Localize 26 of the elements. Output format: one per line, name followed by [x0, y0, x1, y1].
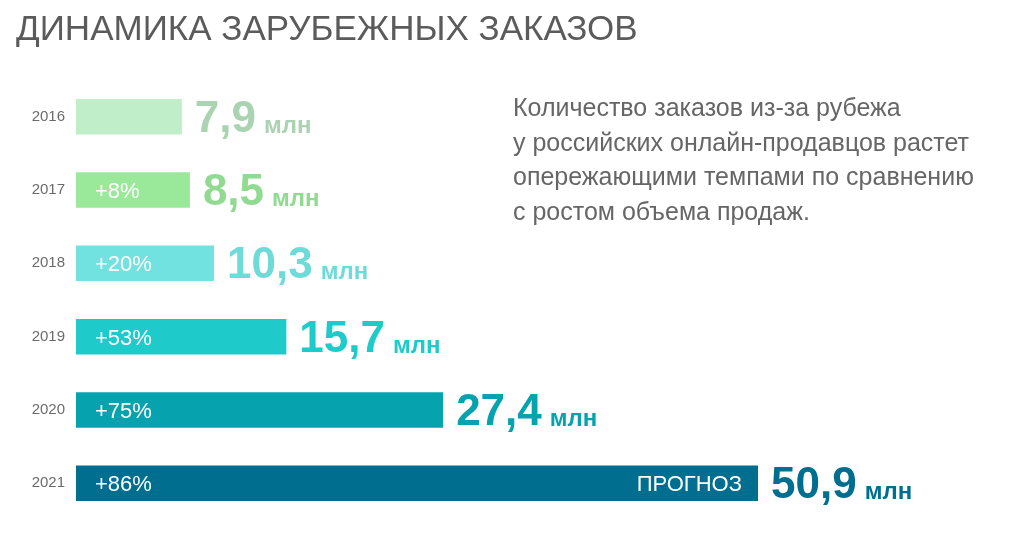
bar: [76, 318, 287, 355]
annotation: +20%: [95, 251, 152, 277]
y-tick-label: 2016: [31, 106, 65, 124]
annotation: ПРОГНОЗ: [636, 471, 742, 497]
bar: [76, 172, 190, 208]
y-tick-label: 2019: [31, 326, 65, 344]
y-tick-label: 2018: [31, 253, 65, 271]
annotation: +53%: [95, 324, 152, 350]
bar: [76, 245, 215, 282]
data-label: 15,7 млн: [299, 311, 441, 361]
data-label: 27,4 млн: [456, 385, 598, 434]
annotation: +75%: [95, 398, 152, 423]
data-label: 8,5 млн: [202, 165, 320, 214]
annotation: +86%: [95, 471, 152, 497]
data-label: 10,3 млн: [227, 238, 369, 288]
y-tick-label: 2020: [31, 400, 65, 418]
annotation: Количество заказов из-за рубежа у российских онлайн-продавцов растет опережающими темпами по сравнению с ростом объема продаж.: [513, 92, 975, 227]
y-tick-label: 2017: [31, 180, 65, 198]
data-label: 7,9 млн: [194, 91, 312, 141]
data-label: 50,9 млн: [771, 458, 913, 508]
chart-title: ДИНАМИКА ЗАРУБЕЖНЫХ ЗАКАЗОВ: [16, 8, 638, 47]
bar: [76, 465, 758, 502]
bar: [76, 392, 444, 428]
bar: [76, 98, 182, 135]
annotation: +8%: [95, 178, 140, 203]
y-tick-label: 2021: [31, 473, 65, 491]
